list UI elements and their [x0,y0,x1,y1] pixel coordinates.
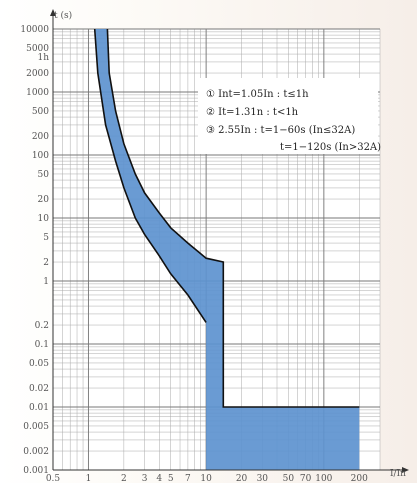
y-tick-label: 0.2 [35,321,49,331]
x-tick-label: 50 [283,474,295,483]
legend: ① Int=1.05In : t≤1h ② It=1.31n : t<1h ③ … [198,78,381,154]
upper-curve-line [106,28,360,408]
lower-curve-line [93,28,207,323]
y-tick-label: 500 [32,107,49,117]
y-tick-label: 1000 [26,88,49,98]
y-tick-label: 1 [43,277,49,287]
y-tick-label: 50 [38,170,50,180]
x-axis-label: I/In [390,469,406,479]
y-tick-label: 2000 [26,69,49,79]
y-tick-label: 0.05 [29,359,49,369]
y-tick-label: 200 [32,132,49,142]
y-axis-label: t (s) [54,10,72,21]
y-tick-label: 0.001 [23,466,49,476]
tripping-band-area [94,29,360,470]
y-tick-label: 0.1 [35,340,49,350]
x-tick-label: 7 [185,474,191,483]
x-tick-label: 5 [168,474,174,483]
y-tick-label: 5 [43,233,49,243]
x-tick-label: 20 [236,474,248,483]
x-tick-label: 200 [351,474,368,483]
y-tick-label: 0.01 [29,403,49,413]
x-tick-label: 10 [200,474,212,483]
y-tick-label: 0.005 [23,422,49,432]
x-tick-label: 100 [315,474,332,483]
y-tick-label: 1h [37,53,49,63]
x-tick-label: 70 [300,474,312,483]
y-axis-arrow [50,9,56,16]
y-tick-label: 10 [38,214,50,224]
y-tick-label: 2 [43,258,49,268]
y-tick-label: 20 [38,195,50,205]
x-tick-label: 1 [86,474,92,483]
y-tick-label: 100 [32,151,49,161]
legend-line-3: ③ 2.55In : t=1−60s (In≤32A) [206,125,355,136]
legend-line-4: t=1−120s (In>32A) [280,142,381,153]
axes [50,9,409,473]
x-tick-label: 30 [257,474,269,483]
y-tick-label: 5000 [26,44,49,54]
x-tick-label: 4 [156,474,162,483]
x-tick-label: 2 [121,474,127,483]
legend-box [198,78,378,154]
x-tick-label: 0.5 [46,474,61,483]
legend-line-1: ① Int=1.05In : t≤1h [206,89,309,100]
x-tick-label: 3 [142,474,148,483]
y-tick-label: 0.02 [29,384,49,394]
y-tick-label: 0.002 [23,447,49,457]
x-axis-arrow [402,467,409,473]
legend-line-2: ② It=1.31n : t<1h [206,107,299,118]
x-tick-labels: 0.5 1 2 3 4 5 7 10 20 30 50 70 100 200 [46,474,368,483]
y-tick-label: 10000 [20,25,49,35]
